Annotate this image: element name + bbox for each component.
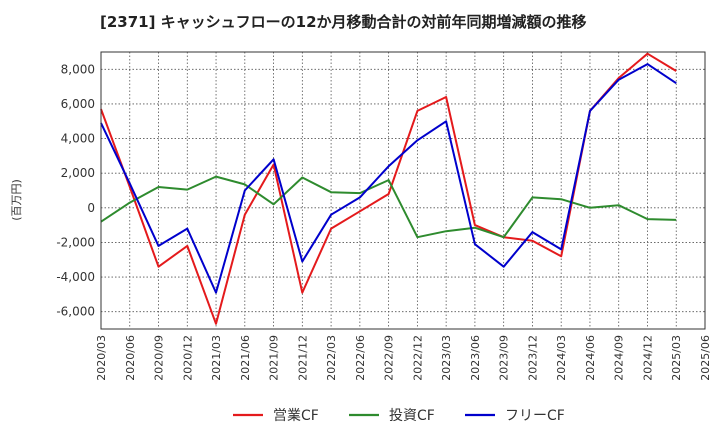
y-tick-label: -2,000 — [56, 235, 95, 249]
legend: 営業CF 投資CF フリーCF — [233, 408, 565, 424]
y-tick-label: 0 — [87, 201, 95, 215]
series-line — [100, 175, 677, 239]
y-tick-label: 4,000 — [61, 132, 95, 146]
y-tick-label: -6,000 — [56, 305, 95, 319]
x-tick-label: 2023/03 — [440, 335, 453, 381]
y-axis-label: (百万円) — [10, 179, 23, 221]
series-line — [100, 63, 677, 294]
x-tick-label: 2022/03 — [325, 335, 338, 381]
x-tick-label: 2021/06 — [239, 335, 252, 381]
legend-label: 投資CF — [389, 408, 435, 424]
x-tick-label: 2022/06 — [354, 335, 367, 381]
x-tick-label: 2023/12 — [526, 335, 539, 381]
y-axis-ticks: -6,000 -4,000 -2,000 0 2,000 4,000 6,000 8,000 — [56, 62, 95, 318]
x-tick-label: 2024/06 — [584, 335, 597, 381]
x-tick-label: 2021/03 — [210, 335, 223, 381]
x-tick-label: 2020/12 — [181, 335, 194, 381]
chart-title: [2371] キャッシュフローの12か月移動合計の対前年同期増減額の推移 — [100, 13, 587, 31]
x-tick-label: 2024/09 — [613, 335, 626, 381]
x-tick-label: 2023/09 — [498, 335, 511, 381]
x-tick-label: 2020/06 — [124, 335, 137, 381]
y-tick-label: 6,000 — [61, 97, 95, 111]
x-tick-label: 2022/09 — [383, 335, 396, 381]
x-tick-label: 2021/12 — [296, 335, 309, 381]
grid — [100, 52, 706, 329]
legend-label: 営業CF — [273, 408, 319, 424]
x-tick-label: 2020/03 — [95, 335, 108, 381]
y-tick-label: 8,000 — [61, 62, 95, 76]
x-tick-label: 2022/12 — [411, 335, 424, 381]
x-tick-label: 2024/03 — [555, 335, 568, 381]
x-tick-label: 2021/09 — [268, 335, 281, 381]
x-axis-ticks: 2020/03 2020/06 2020/09 2020/12 2021/03 2021/… — [95, 335, 712, 381]
x-tick-label: 2025/06 — [699, 335, 712, 381]
y-tick-label: 2,000 — [61, 166, 95, 180]
x-tick-label: 2025/03 — [670, 335, 683, 381]
y-tick-label: -4,000 — [56, 270, 95, 284]
x-tick-label: 2024/12 — [641, 335, 654, 381]
x-tick-label: 2020/09 — [153, 335, 166, 381]
plot-frame — [100, 51, 706, 330]
x-tick-label: 2023/06 — [469, 335, 482, 381]
series-lines — [100, 52, 677, 325]
legend-label: フリーCF — [505, 408, 565, 424]
